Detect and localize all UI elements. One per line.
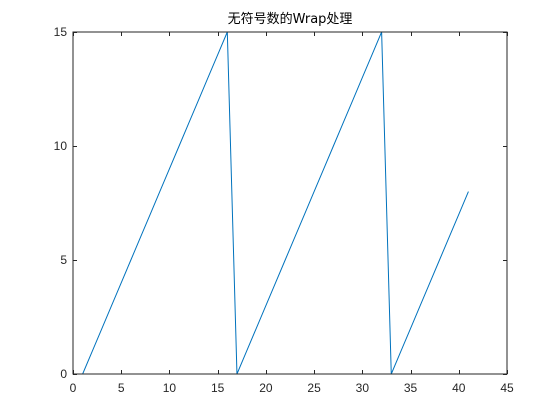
axes-box — [72, 31, 508, 375]
axes: 0 5 10 15 20 25 30 35 40 45 0 5 10 15 — [54, 25, 514, 395]
y-tick-label: 15 — [54, 25, 68, 39]
x-tick-label: 15 — [211, 381, 225, 395]
x-tick-label: 25 — [307, 381, 321, 395]
x-tick-label: 20 — [259, 381, 273, 395]
x-tick-label: 10 — [163, 381, 177, 395]
x-tick-label: 0 — [70, 381, 77, 395]
x-tick-label: 35 — [404, 381, 418, 395]
y-tick-label: 5 — [60, 253, 67, 267]
axes-background — [73, 32, 507, 374]
x-tick-label: 30 — [356, 381, 370, 395]
x-tick-label: 40 — [452, 381, 466, 395]
x-tick-label: 45 — [500, 381, 514, 395]
y-tick-label: 10 — [54, 139, 68, 153]
x-tick-label: 5 — [118, 381, 125, 395]
series-line-0 — [82, 31, 469, 375]
plot-area — [82, 31, 469, 375]
y-tick-label: 0 — [60, 367, 67, 381]
chart-title: 无符号数的Wrap处理 — [228, 11, 353, 27]
